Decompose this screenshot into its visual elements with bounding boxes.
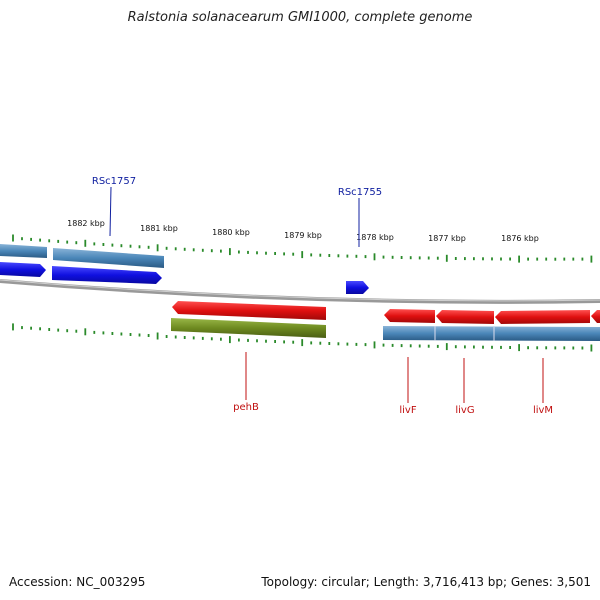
gene-label-livm[interactable]: livM (533, 405, 553, 416)
gene-label-livf[interactable]: livF (399, 405, 416, 416)
accession-text: Accession: NC_003295 (9, 575, 146, 589)
gene-label-rsc1757[interactable]: RSc1757 (92, 176, 136, 187)
forward-gene[interactable] (346, 281, 369, 294)
reverse-gene[interactable] (436, 310, 494, 324)
gene-label-pehb[interactable]: pehB (233, 402, 259, 413)
genome-summary-text: Topology: circular; Length: 3,716,413 bp… (261, 575, 591, 589)
reverse-gene[interactable] (591, 310, 600, 323)
cds-bar[interactable] (0, 244, 47, 258)
kbp-label: 1877 kbp (428, 234, 466, 243)
reverse-gene[interactable] (384, 309, 435, 323)
cds-bar[interactable] (53, 248, 164, 268)
kbp-label: 1876 kbp (501, 234, 539, 243)
kbp-label: 1879 kbp (284, 231, 322, 240)
forward-gene[interactable] (0, 262, 46, 277)
reverse-gene[interactable] (495, 310, 590, 324)
reverse-gene[interactable] (172, 301, 326, 320)
kbp-label: 1878 kbp (356, 233, 394, 242)
genome-backbone (0, 279, 600, 304)
kbp-label: 1882 kbp (67, 219, 105, 228)
cds-bar[interactable] (383, 326, 600, 341)
gene-label-livg[interactable]: livG (455, 405, 474, 416)
ticks-upper (12, 234, 593, 263)
kbp-label: 1881 kbp (140, 224, 178, 233)
ticks-lower (12, 323, 593, 352)
other-feature[interactable] (171, 318, 326, 338)
genome-title: Ralstonia solanacearum GMI1000, complete… (127, 10, 473, 25)
gene-label-rsc1755[interactable]: RSc1755 (338, 187, 382, 198)
forward-gene[interactable] (52, 266, 162, 284)
kbp-label: 1880 kbp (212, 228, 250, 237)
